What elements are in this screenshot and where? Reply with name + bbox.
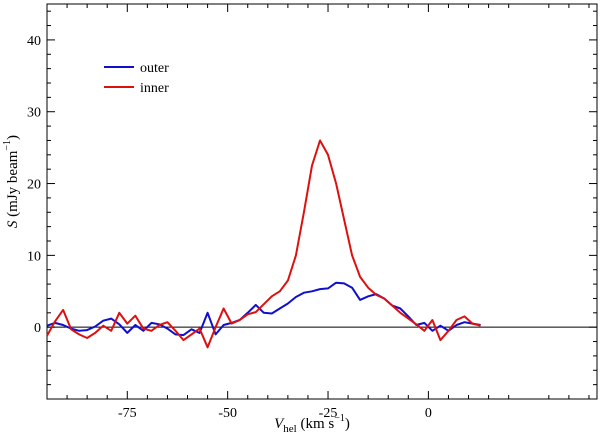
legend-label-outer: outer bbox=[140, 61, 169, 76]
legend-label-inner: inner bbox=[140, 81, 169, 96]
series-line-inner bbox=[46, 139, 481, 349]
axis-tick-labels: -75 -50 -25 0 0 10 20 30 40 bbox=[27, 34, 432, 421]
y-axis-label: S (mJy beam−1) bbox=[2, 135, 21, 228]
x-axis-label: Vhel (km s−1) bbox=[274, 413, 350, 435]
x-tick-label: -75 bbox=[118, 406, 137, 421]
axis-ticks bbox=[46, 4, 597, 399]
y-tick-label: 0 bbox=[34, 321, 41, 336]
y-tick-label: 40 bbox=[27, 34, 41, 49]
y-tick-label: 20 bbox=[27, 178, 41, 193]
y-tick-label: 30 bbox=[27, 106, 41, 121]
y-tick-label: 10 bbox=[27, 249, 41, 264]
legend: outer inner bbox=[104, 61, 169, 96]
series-layer bbox=[46, 139, 481, 349]
x-tick-label: -25 bbox=[319, 406, 338, 421]
x-tick-label: 0 bbox=[425, 406, 432, 421]
plot-frame bbox=[46, 3, 598, 400]
series-line-outer bbox=[46, 281, 481, 337]
x-tick-label: -50 bbox=[218, 406, 237, 421]
